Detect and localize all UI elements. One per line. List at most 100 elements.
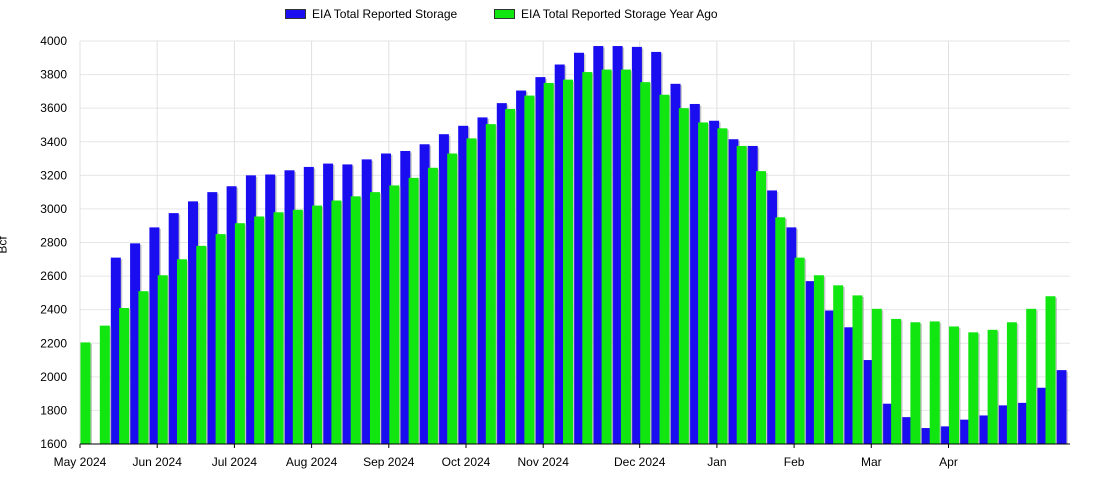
legend-label-year-ago: EIA Total Reported Storage Year Ago [521, 7, 718, 21]
x-tick-label: Jan [707, 455, 726, 469]
bar-year-ago [775, 217, 786, 444]
bar-year-ago [659, 94, 670, 444]
bar-year-ago [157, 275, 168, 444]
bar-year-ago [968, 332, 979, 444]
bar-current [188, 201, 198, 444]
y-tick-label: 3000 [40, 202, 67, 216]
bar-current [747, 145, 758, 444]
bar-current [323, 163, 334, 444]
x-tick-label: Jul 2024 [212, 455, 258, 469]
bar-current [516, 90, 527, 445]
bar-current [554, 64, 565, 444]
bar-year-ago [292, 209, 303, 444]
bar-year-ago [370, 192, 380, 444]
bar-current [342, 164, 353, 444]
y-tick-label: 2600 [40, 269, 67, 283]
bar-year-ago [949, 326, 959, 444]
bar-current [458, 125, 469, 445]
bar-current [593, 46, 604, 444]
bar-current [689, 103, 700, 444]
bar-year-ago [196, 245, 207, 444]
bar-current [979, 415, 990, 444]
bar-year-ago [80, 342, 91, 444]
bar-current [1056, 370, 1067, 444]
y-tick-label: 2800 [40, 236, 67, 250]
x-tick-label: Aug 2024 [286, 455, 338, 469]
bar-year-ago [1026, 308, 1037, 444]
bar-year-ago [524, 95, 535, 445]
legend-item-current[interactable]: EIA Total Reported Storage [285, 7, 457, 21]
bar-year-ago [408, 177, 419, 444]
bar-current [574, 52, 584, 445]
bar-year-ago [929, 321, 940, 444]
bar-year-ago [601, 69, 612, 444]
bar-year-ago [987, 329, 998, 444]
bar-year-ago [563, 79, 573, 444]
bar-current [844, 327, 855, 444]
x-tick-label: Feb [784, 455, 805, 469]
y-tick-label: 3800 [40, 68, 67, 82]
bar-current [728, 139, 739, 444]
x-tick-label: Apr [939, 455, 958, 469]
bar-year-ago [485, 124, 496, 445]
bar-current [419, 144, 430, 445]
bar-current [882, 403, 893, 444]
bar-year-ago [582, 72, 593, 445]
bar-current [477, 117, 488, 444]
bar-year-ago [427, 167, 438, 444]
x-tick-label: May 2024 [54, 455, 107, 469]
bar-current [110, 257, 121, 444]
bar-current [709, 120, 720, 445]
legend-label-current: EIA Total Reported Storage [312, 7, 458, 21]
bar-current [265, 174, 276, 444]
bar-current [535, 77, 546, 444]
bar-year-ago [138, 291, 149, 444]
bar-year-ago [119, 307, 130, 444]
bar-year-ago [794, 257, 805, 444]
bar-current [381, 153, 391, 445]
bar-current [400, 150, 411, 444]
bar-current [902, 417, 913, 444]
bar-year-ago [215, 234, 226, 444]
bar-year-ago [620, 69, 631, 444]
x-tick-label: Mar [861, 455, 882, 469]
bar-year-ago [1006, 322, 1017, 444]
bar-year-ago [350, 196, 361, 444]
bar-current [805, 281, 816, 444]
bar-year-ago [813, 275, 824, 444]
bar-year-ago [717, 128, 728, 445]
bar-year-ago [871, 308, 882, 444]
bar-current [786, 227, 797, 444]
bar-current [921, 428, 932, 444]
y-tick-label: 3200 [40, 168, 67, 182]
y-tick-label: 4000 [40, 34, 67, 48]
x-tick-label: Dec 2024 [614, 455, 666, 469]
bar-year-ago [273, 212, 284, 444]
bar-year-ago [505, 109, 516, 444]
bar-current [998, 405, 1009, 444]
bar-year-ago [852, 295, 863, 444]
bar-current [631, 46, 642, 445]
bar-year-ago [698, 122, 709, 445]
bar-year-ago [1045, 296, 1056, 444]
bar-year-ago [312, 205, 323, 444]
bar-current [149, 227, 160, 444]
bar-current [940, 426, 951, 444]
bar-current [207, 192, 218, 444]
bar-current [438, 134, 449, 444]
bar-year-ago [736, 145, 747, 444]
bar-year-ago [833, 285, 844, 444]
bar-current [863, 360, 874, 444]
legend-item-year-ago[interactable]: EIA Total Reported Storage Year Ago [494, 7, 718, 21]
bar-current [496, 103, 507, 445]
bar-current [245, 175, 256, 445]
bar-current [226, 186, 237, 444]
bar-current [284, 170, 295, 444]
legend-swatch-year-ago [494, 9, 515, 19]
bar-current [767, 190, 777, 444]
bar-year-ago [640, 82, 651, 444]
bar-year-ago [254, 216, 265, 444]
bar-year-ago [543, 82, 554, 445]
